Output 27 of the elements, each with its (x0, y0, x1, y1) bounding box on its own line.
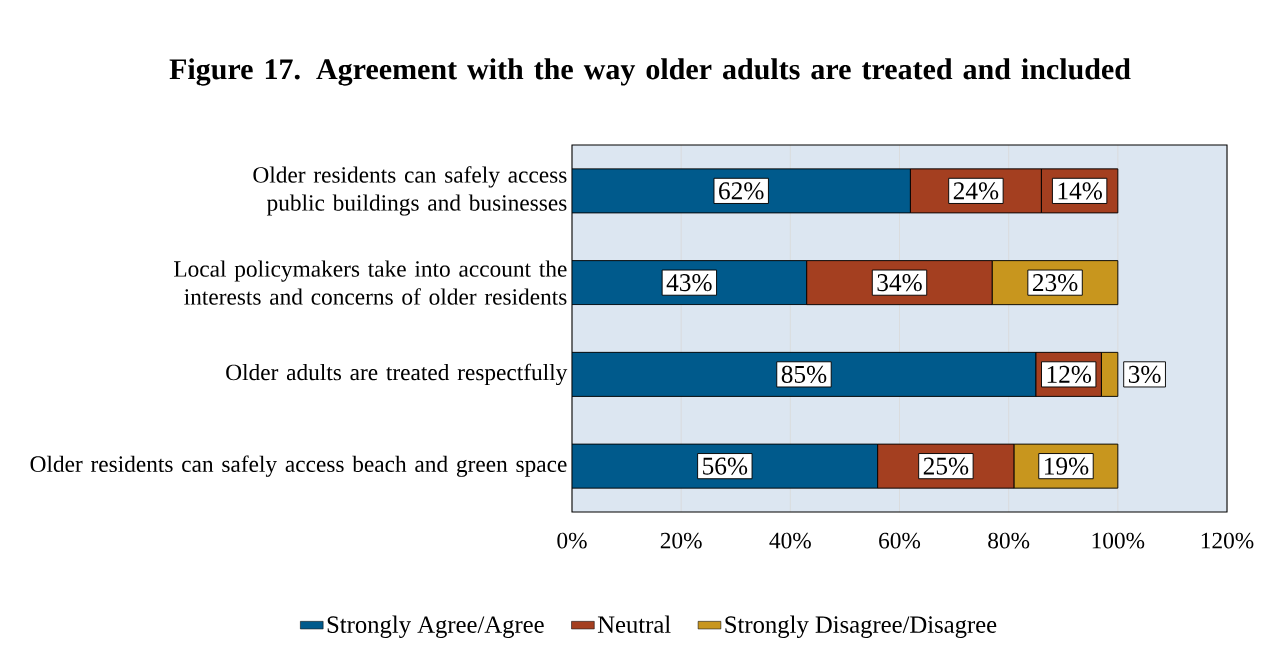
legend-label: Neutral (597, 615, 671, 633)
y-tick-label: Older residents can safely access beach and green space (30, 455, 567, 477)
data-label: 14% (1058, 182, 1102, 200)
data-label: 25% (923, 457, 969, 475)
data-label: 62% (719, 182, 764, 200)
legend-label: Strongly Agree/Agree (327, 615, 544, 639)
data-label: 24% (953, 182, 999, 200)
x-tick-label: 100% (1092, 532, 1145, 549)
y-tick-label: Older adults are treated respectfully (226, 363, 568, 386)
data-label: 23% (1032, 274, 1078, 292)
legend-label: Strongly Disagree/Disagree (725, 615, 997, 639)
data-label: 12% (1047, 365, 1092, 383)
data-label: 34% (877, 274, 922, 292)
x-tick-label: 80% (988, 532, 1030, 549)
x-tick-label: 120% (1201, 532, 1254, 549)
data-label: 56% (703, 457, 748, 475)
x-tick-label: 20% (660, 532, 702, 549)
data-label: 43% (666, 274, 712, 292)
chart-title: Figure 17. Agreement with the way older adults are treated and included (169, 58, 1131, 86)
x-tick-label: 0% (557, 532, 587, 549)
data-label: 19% (1044, 457, 1089, 475)
data-label: 3% (1128, 365, 1161, 383)
y-tick-label: Older residents can safely access public buildings and businesses (253, 166, 567, 216)
y-tick-label: Local policymakers take into account the interests and concerns of older residents (174, 260, 567, 305)
x-tick-label: 60% (879, 532, 921, 549)
x-tick-label: 40% (769, 532, 811, 549)
data-label: 85% (781, 365, 827, 383)
